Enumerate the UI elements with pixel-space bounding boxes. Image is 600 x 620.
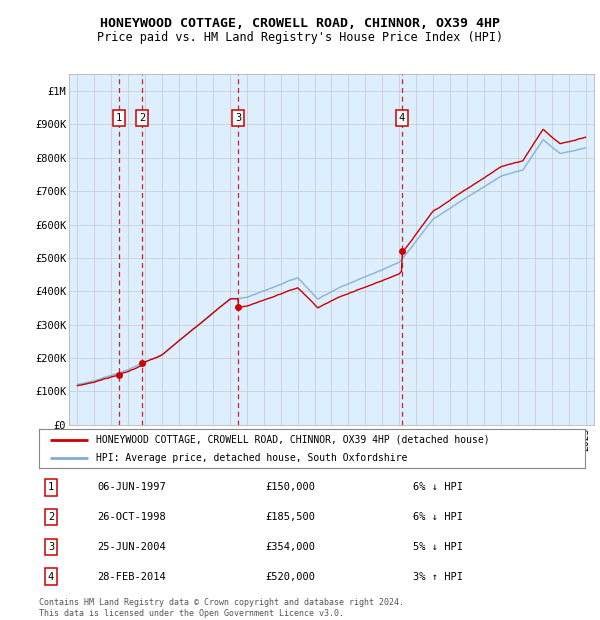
Text: HONEYWOOD COTTAGE, CROWELL ROAD, CHINNOR, OX39 4HP (detached house): HONEYWOOD COTTAGE, CROWELL ROAD, CHINNOR… [97, 435, 490, 445]
Text: 1: 1 [115, 113, 122, 123]
Text: 25-JUN-2004: 25-JUN-2004 [97, 542, 166, 552]
Text: £185,500: £185,500 [265, 512, 315, 522]
Text: 3% ↑ HPI: 3% ↑ HPI [413, 572, 463, 582]
Text: 2: 2 [139, 113, 145, 123]
Text: 4: 4 [48, 572, 54, 582]
Text: 06-JUN-1997: 06-JUN-1997 [97, 482, 166, 492]
Text: HONEYWOOD COTTAGE, CROWELL ROAD, CHINNOR, OX39 4HP: HONEYWOOD COTTAGE, CROWELL ROAD, CHINNOR… [100, 17, 500, 30]
Text: £150,000: £150,000 [265, 482, 315, 492]
Text: HPI: Average price, detached house, South Oxfordshire: HPI: Average price, detached house, Sout… [97, 453, 408, 463]
Text: 6% ↓ HPI: 6% ↓ HPI [413, 482, 463, 492]
Text: £354,000: £354,000 [265, 542, 315, 552]
Text: 1: 1 [48, 482, 54, 492]
Text: Price paid vs. HM Land Registry's House Price Index (HPI): Price paid vs. HM Land Registry's House … [97, 31, 503, 44]
Text: 5% ↓ HPI: 5% ↓ HPI [413, 542, 463, 552]
Text: 2: 2 [48, 512, 54, 522]
Text: Contains HM Land Registry data © Crown copyright and database right 2024.
This d: Contains HM Land Registry data © Crown c… [39, 598, 404, 618]
Text: £520,000: £520,000 [265, 572, 315, 582]
Text: 3: 3 [48, 542, 54, 552]
Text: 4: 4 [399, 113, 405, 123]
Text: 3: 3 [235, 113, 241, 123]
Text: 26-OCT-1998: 26-OCT-1998 [97, 512, 166, 522]
Text: 6% ↓ HPI: 6% ↓ HPI [413, 512, 463, 522]
Text: 28-FEB-2014: 28-FEB-2014 [97, 572, 166, 582]
